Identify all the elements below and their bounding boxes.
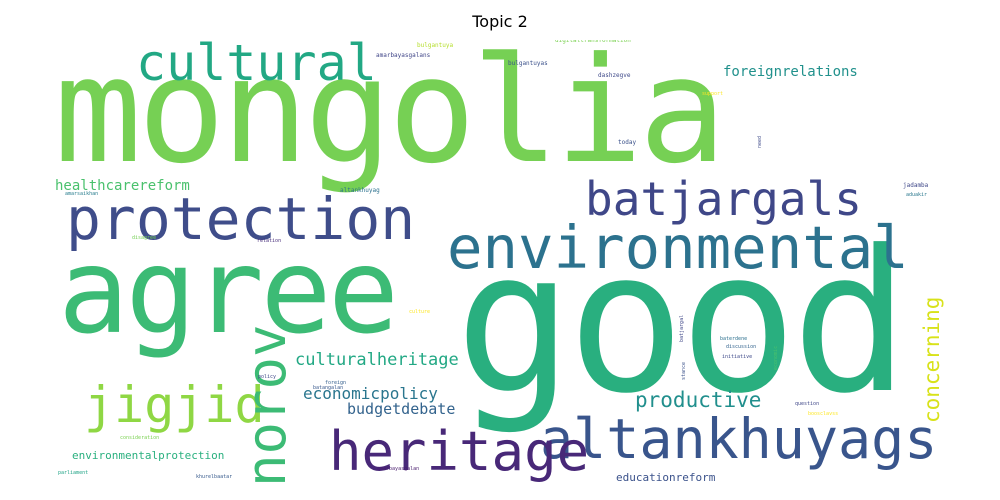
word-cloud: mongolia good agree protection environme…: [50, 40, 950, 490]
word-support: support: [702, 91, 724, 97]
word-economicpolicy: economicpolicy: [303, 384, 438, 403]
word-cultural: cultural: [136, 40, 377, 92]
word-disagree: disagree: [132, 235, 157, 241]
word-batjargal: batjargal: [679, 314, 685, 342]
word-healthcarereform: healthcarereform: [55, 178, 190, 194]
word-aduakir: aduakir: [906, 192, 928, 198]
word-environmental: environmental: [447, 213, 909, 282]
word-good: good: [455, 209, 909, 437]
word-jigjid: jigjid: [84, 376, 265, 434]
word-bulgantuya: bulgantuya: [417, 42, 454, 49]
word-foreignrelations: foreignrelations: [723, 64, 858, 80]
word-digitaltransformation: digitaltransformation: [555, 40, 631, 44]
word-boosclavss: boosclavss: [808, 411, 839, 417]
word-productive: productive: [635, 388, 762, 412]
word-amarbayasgalans: amarbayasgalans: [376, 52, 431, 59]
word-stance: stance: [681, 361, 687, 380]
word-amarsaikhan: amarsaikhan: [65, 191, 99, 197]
word-baterdene: baterdene: [720, 336, 748, 342]
word-altankhuyag: altankhuyag: [340, 187, 380, 194]
word-concerning: concerning: [920, 296, 944, 423]
word-culture: culture: [409, 309, 431, 315]
word-educationreform: educationreform: [616, 471, 716, 484]
word-bulgantuyas: bulgantuyas: [508, 60, 548, 67]
word-foreign: foreign: [325, 380, 347, 386]
word-need: need: [757, 135, 763, 148]
word-agree: agree: [58, 222, 399, 360]
word-khurelbaatar: khurelbaatar: [196, 474, 233, 480]
word-protection: protection: [66, 185, 416, 253]
chart-title: Topic 2: [472, 12, 528, 31]
word-culturalheritage: culturalheritage: [295, 350, 459, 370]
word-initiative: initiative: [722, 354, 753, 360]
word-dashzegve: dashzegve: [598, 72, 631, 79]
word-consideration: consideration: [120, 435, 160, 441]
word-relation: relation: [257, 238, 282, 244]
word-discussion: discussion: [726, 344, 757, 350]
word-mongolia: mongolia: [54, 40, 727, 196]
word-economic: economic: [773, 345, 779, 370]
word-heritage: heritage: [329, 420, 590, 483]
word-amarbayasgalan: amarbayasgalan: [377, 466, 420, 472]
word-jadamba: jadamba: [903, 182, 929, 189]
word-norov: norov: [235, 324, 298, 487]
word-today: today: [618, 139, 637, 146]
word-batangalan: batangalan: [313, 385, 344, 391]
word-altankhuyags: altankhuyags: [540, 407, 938, 471]
word-parliament: parliament: [58, 470, 89, 476]
word-policy: policy: [258, 374, 277, 380]
word-question: question: [795, 401, 820, 407]
word-environmentalprotection: environmentalprotection: [72, 449, 225, 462]
word-batjargals: batjargals: [585, 172, 862, 226]
word-budgetdebate: budgetdebate: [347, 400, 456, 418]
